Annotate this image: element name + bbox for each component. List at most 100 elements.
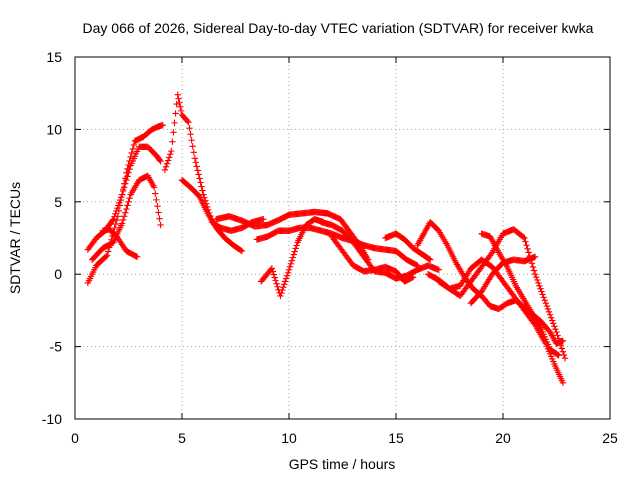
data-point: [157, 221, 164, 229]
data-point: [159, 121, 166, 129]
data-point: [558, 345, 566, 352]
data-point: [554, 332, 561, 339]
data-point: [176, 99, 183, 106]
data-point: [189, 143, 196, 150]
data-point: [555, 352, 562, 359]
data-point: [157, 158, 164, 165]
data-point: [560, 351, 568, 359]
data-point: [534, 276, 541, 284]
data-point: [126, 194, 133, 202]
data-point: [555, 335, 562, 342]
data-point: [520, 233, 527, 241]
data-point: [198, 183, 205, 190]
data-point: [409, 273, 417, 281]
y-tick-label: -10: [42, 411, 62, 427]
data-point: [289, 254, 297, 261]
data-point: [122, 180, 129, 187]
data-point: [115, 202, 122, 209]
y-tick-label: -5: [50, 339, 63, 355]
series-satellite-track-H: [253, 224, 421, 269]
data-point: [163, 160, 171, 167]
data-point: [530, 267, 538, 274]
data-point: [288, 257, 296, 264]
data-point: [272, 277, 279, 284]
data-point: [277, 292, 284, 300]
series-satellite-track-F: [178, 176, 246, 255]
data-point: [113, 207, 120, 215]
data-point: [488, 250, 495, 258]
data-point: [522, 238, 529, 245]
data-point: [435, 266, 442, 274]
data-point: [552, 326, 559, 333]
series-satellite-track-G: [213, 208, 372, 263]
data-point: [162, 163, 170, 171]
data-point: [290, 251, 297, 258]
data-point: [547, 314, 555, 321]
data-point: [154, 202, 161, 210]
data-point: [556, 338, 563, 346]
data-point: [536, 282, 543, 289]
chart-title: Day 066 of 2026, Sidereal Day-to-day VTE…: [83, 20, 594, 36]
y-tick-label: 5: [54, 194, 62, 210]
data-point: [521, 234, 528, 242]
data-point: [268, 265, 276, 272]
data-point: [554, 351, 561, 358]
data-point: [525, 249, 532, 256]
y-axis-label: SDTVAR / TECUs: [7, 182, 23, 294]
data-point: [193, 163, 200, 170]
series-satellite-track-B: [84, 143, 164, 253]
x-tick-label: 10: [281, 430, 297, 446]
data-point: [184, 117, 191, 125]
data-point: [553, 328, 560, 336]
data-point: [281, 278, 289, 285]
data-point: [165, 154, 173, 161]
data-point: [531, 271, 539, 278]
data-point: [284, 269, 292, 276]
data-point: [286, 263, 294, 270]
data-point: [543, 302, 551, 310]
data-point: [260, 215, 267, 223]
data-point: [413, 261, 420, 269]
data-point: [117, 194, 125, 201]
data-point: [132, 253, 140, 260]
data-point: [123, 176, 130, 184]
data-point: [524, 245, 531, 253]
data-point: [540, 294, 547, 301]
data-point: [127, 153, 134, 161]
data-point: [124, 202, 131, 209]
data-point: [542, 299, 549, 307]
data-point: [427, 256, 434, 263]
x-tick-label: 20: [495, 430, 511, 446]
data-point: [186, 124, 193, 132]
data-point: [273, 280, 280, 287]
data-point: [291, 248, 298, 255]
data-point: [551, 323, 558, 330]
data-point: [121, 184, 128, 191]
data-point: [541, 297, 548, 304]
data-point: [167, 151, 174, 158]
data-point: [546, 311, 554, 318]
y-tick-label: 0: [54, 266, 62, 282]
data-point: [123, 205, 130, 213]
data-point: [538, 288, 545, 295]
data-point: [175, 95, 182, 102]
data-point: [539, 291, 546, 298]
data-point: [557, 341, 564, 349]
data-point: [559, 348, 567, 355]
data-point: [191, 155, 199, 162]
y-tick-labels: -10 -5 0 5 10 15: [42, 49, 62, 427]
data-point: [561, 354, 569, 362]
data-point: [168, 147, 175, 155]
data-point: [103, 252, 111, 259]
data-point: [152, 190, 159, 197]
data-point: [535, 279, 542, 287]
data-point: [111, 224, 118, 232]
data-point: [164, 157, 172, 164]
y-tick-label: 15: [46, 49, 62, 65]
data-point: [155, 209, 162, 216]
data-point: [544, 305, 552, 313]
data-point: [279, 286, 286, 294]
series-satellite-track-I: [257, 215, 327, 300]
data-point: [119, 216, 127, 224]
